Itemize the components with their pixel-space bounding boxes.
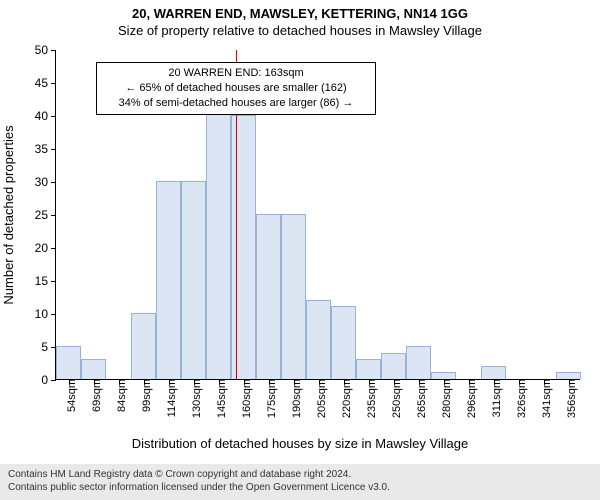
histogram-bar (256, 214, 281, 379)
xtick-label: 160sqm (235, 379, 253, 418)
histogram-bar (156, 181, 181, 379)
xtick-label: 130sqm (185, 379, 203, 418)
annotation-line: 34% of semi-detached houses are larger (… (103, 96, 369, 111)
ytick-label: 10 (35, 307, 56, 321)
xtick-label: 69sqm (85, 379, 103, 412)
xtick-label: 175sqm (260, 379, 278, 418)
footer-line-2: Contains public sector information licen… (8, 481, 592, 494)
histogram-bar (206, 102, 231, 379)
xtick-label: 311sqm (485, 379, 503, 417)
xtick-label: 341sqm (535, 379, 553, 418)
annotation-box: 20 WARREN END: 163sqm← 65% of detached h… (96, 62, 376, 115)
histogram-bar (131, 313, 156, 379)
title-main: 20, WARREN END, MAWSLEY, KETTERING, NN14… (0, 6, 600, 21)
ytick-label: 25 (35, 208, 56, 222)
annotation-line: 20 WARREN END: 163sqm (103, 66, 369, 81)
xtick-label: 250sqm (385, 379, 403, 418)
histogram-bar (181, 181, 206, 379)
xtick-label: 84sqm (110, 379, 128, 412)
xtick-label: 54sqm (60, 379, 78, 412)
histogram-bar (406, 346, 431, 379)
histogram-bar (56, 346, 81, 379)
ytick-label: 20 (35, 241, 56, 255)
xtick-label: 190sqm (285, 379, 303, 418)
ytick-label: 30 (35, 175, 56, 189)
histogram-bar (556, 372, 581, 379)
footer-line-1: Contains HM Land Registry data © Crown c… (8, 468, 592, 481)
xtick-label: 356sqm (560, 379, 578, 418)
xtick-label: 296sqm (460, 379, 478, 418)
histogram-bar (481, 366, 506, 379)
ytick-label: 35 (35, 142, 56, 156)
ytick-label: 0 (41, 373, 56, 387)
xtick-label: 235sqm (360, 379, 378, 418)
ytick-label: 5 (41, 340, 56, 354)
xtick-label: 145sqm (210, 379, 228, 418)
xtick-label: 265sqm (410, 379, 428, 418)
histogram-bar (431, 372, 456, 379)
histogram-bar (381, 353, 406, 379)
histogram-bar (231, 115, 256, 379)
histogram-bar (281, 214, 306, 379)
xtick-label: 326sqm (510, 379, 528, 418)
attribution-footer: Contains HM Land Registry data © Crown c… (0, 464, 600, 500)
ytick-label: 15 (35, 274, 56, 288)
xtick-label: 99sqm (135, 379, 153, 412)
ytick-label: 40 (35, 109, 56, 123)
ytick-label: 50 (35, 43, 56, 57)
title-sub: Size of property relative to detached ho… (0, 23, 600, 38)
xtick-label: 114sqm (160, 379, 178, 417)
xtick-label: 205sqm (310, 379, 328, 418)
xtick-label: 280sqm (435, 379, 453, 418)
xtick-label: 220sqm (335, 379, 353, 418)
histogram-bar (81, 359, 106, 379)
ytick-label: 45 (35, 76, 56, 90)
histogram-bar (306, 300, 331, 379)
annotation-line: ← 65% of detached houses are smaller (16… (103, 81, 369, 96)
chart-titles: 20, WARREN END, MAWSLEY, KETTERING, NN14… (0, 0, 600, 38)
x-axis-label: Distribution of detached houses by size … (0, 436, 600, 451)
histogram-bar (331, 306, 356, 379)
y-axis-label: Number of detached properties (1, 125, 16, 304)
histogram-bar (356, 359, 381, 379)
histogram-plot: 0510152025303540455054sqm69sqm84sqm99sqm… (55, 50, 580, 380)
